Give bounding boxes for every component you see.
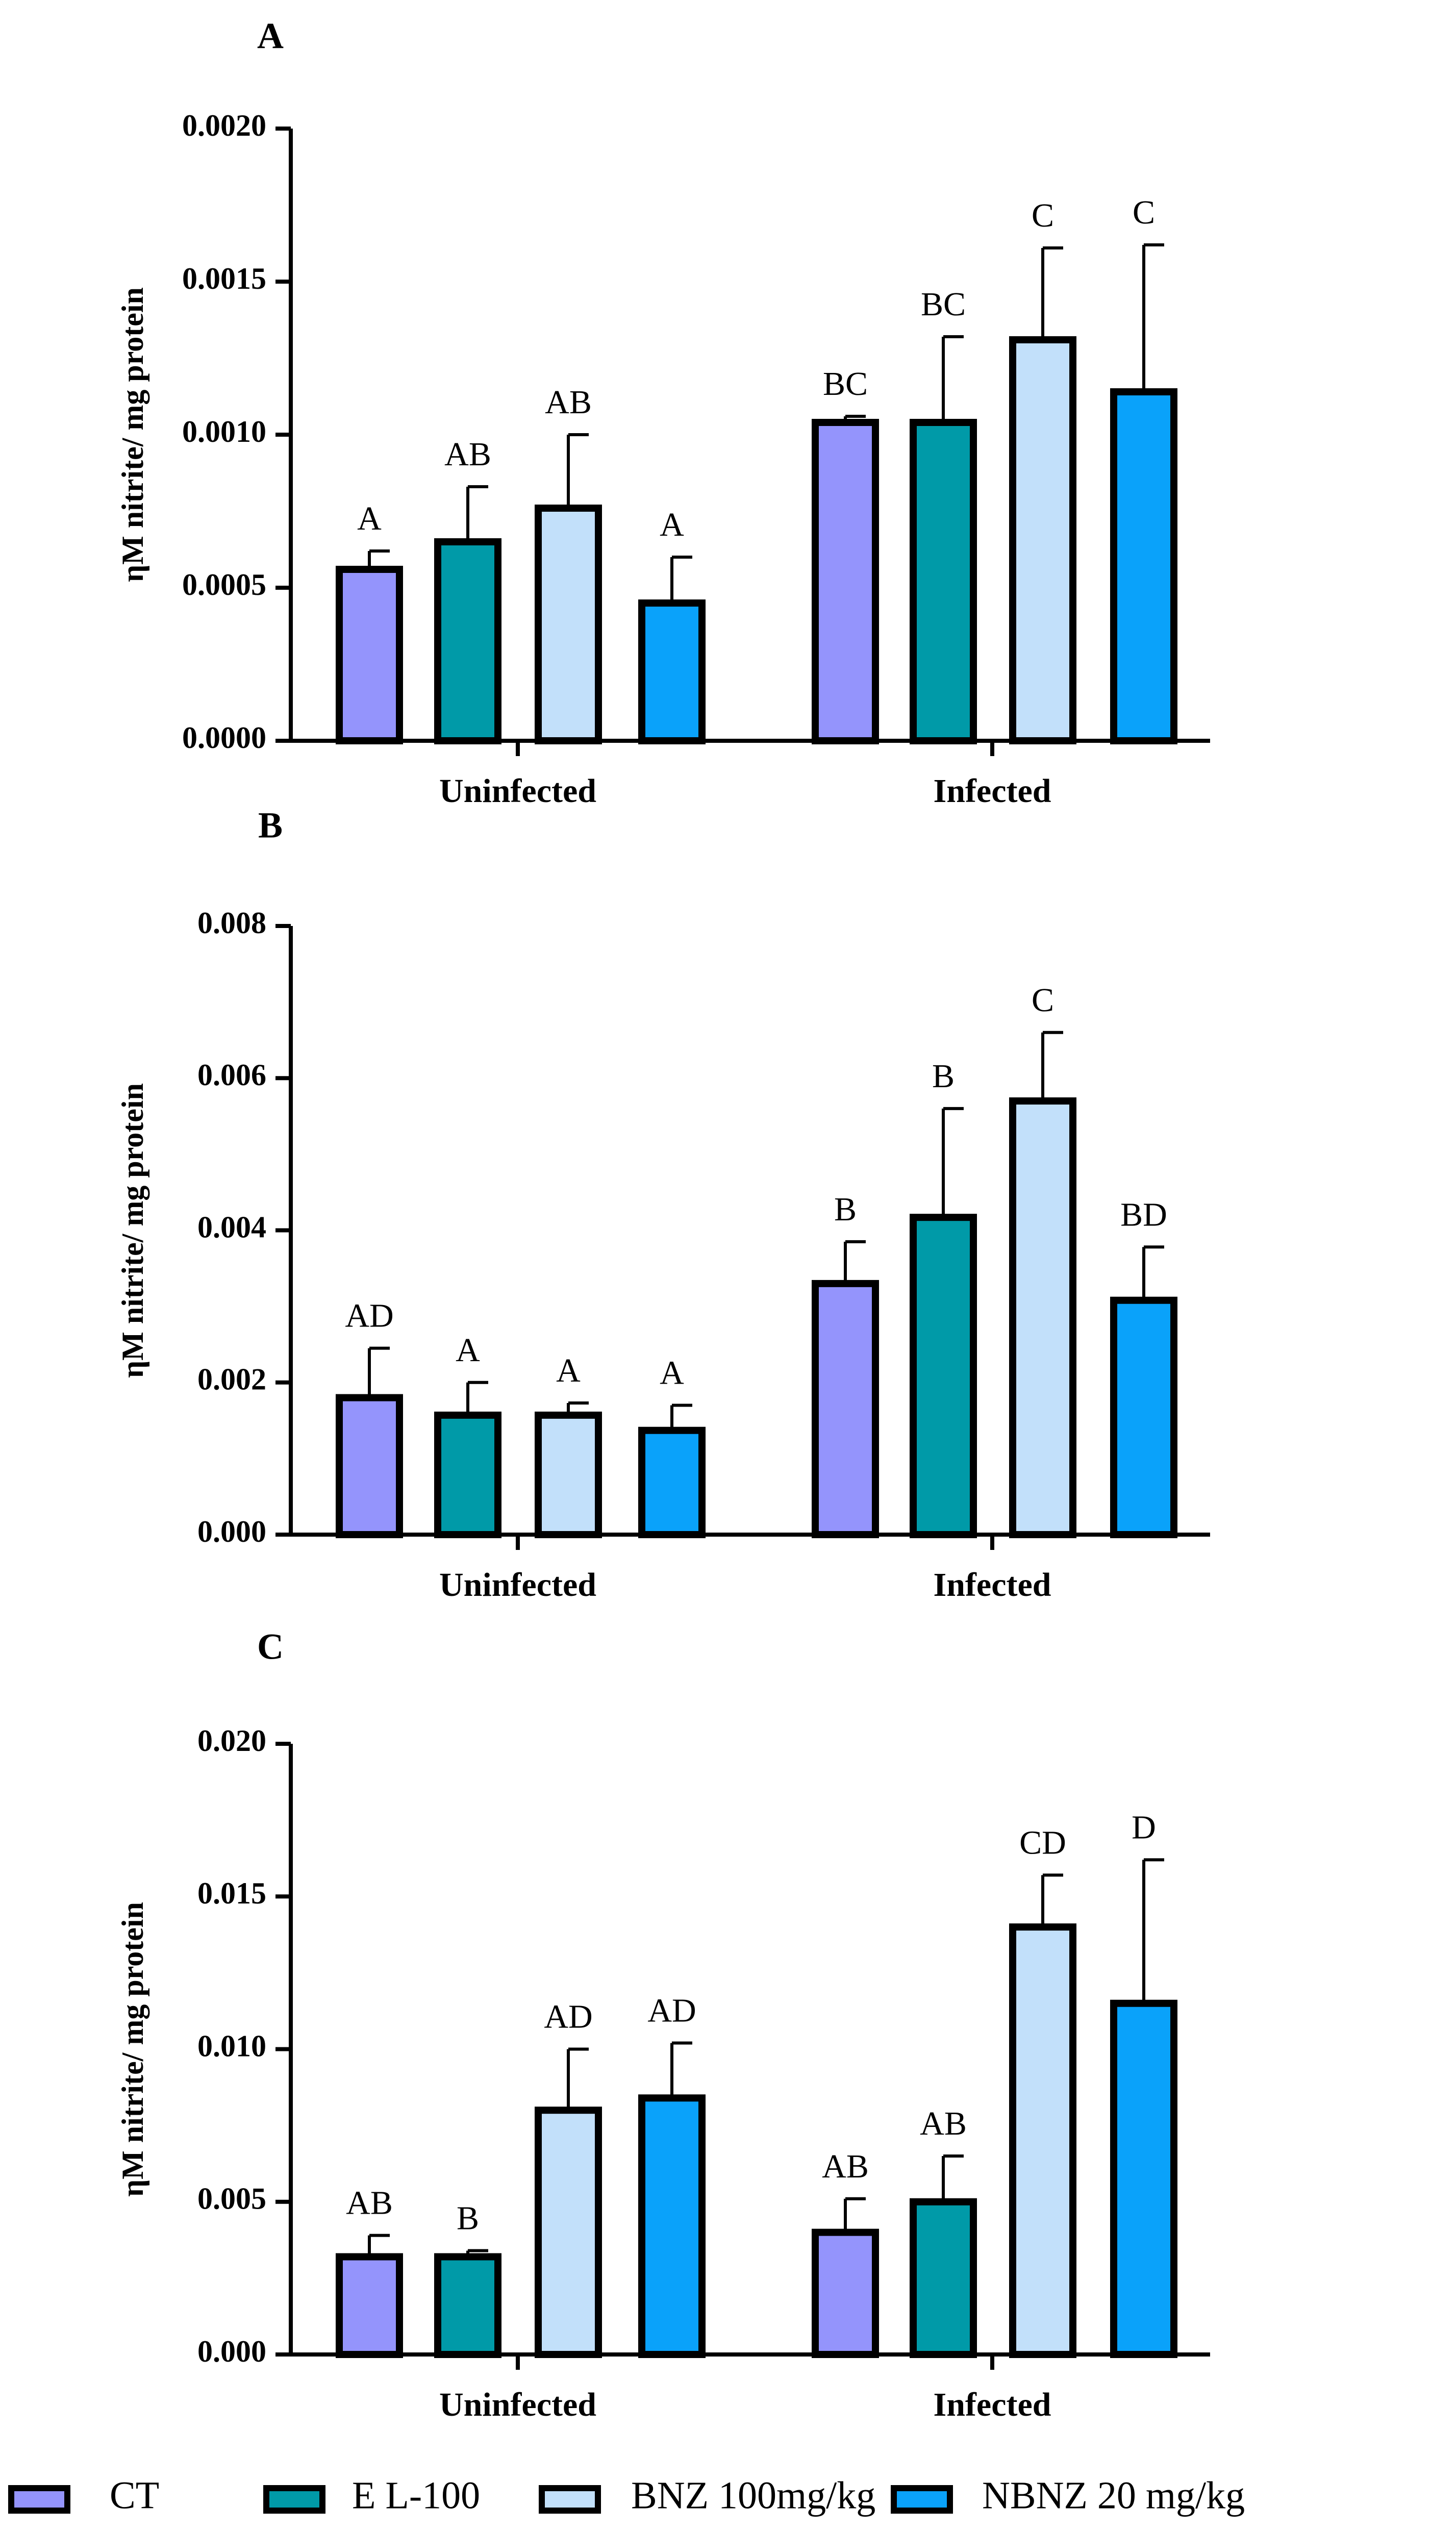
- legend-label: CT: [110, 2474, 159, 2517]
- significance-label: AB: [444, 436, 491, 473]
- bar-e-l-100-infected: [910, 419, 977, 744]
- significance-label: AD: [647, 1992, 696, 2029]
- y-tick-label: 0.015: [197, 1876, 266, 1910]
- y-tick-label: 0.004: [197, 1210, 266, 1244]
- y-tick-label: 0.0010: [182, 415, 266, 448]
- bar-bnz-100mg-kg-infected: [1009, 336, 1076, 744]
- panel-c-chart: CηM nitrite/ mg protein 0.000 0.005 0.010 0.…: [116, 1626, 1210, 2423]
- bar-nbnz-20-mg-kg-infected: [1110, 1999, 1177, 2359]
- significance-label: BC: [823, 365, 868, 403]
- legend-label: NBNZ 20 mg/kg: [982, 2474, 1245, 2517]
- significance-label: C: [1032, 197, 1054, 234]
- significance-label: AD: [544, 1998, 592, 2036]
- bar-e-l-100-uninfected: [434, 1411, 501, 1539]
- bar-nbnz-20-mg-kg-uninfected: [638, 2094, 706, 2358]
- legend-label: E L-100: [352, 2474, 480, 2517]
- significance-label: AB: [346, 2185, 393, 2222]
- significance-label: A: [660, 506, 684, 543]
- legend-swatch-ct: [8, 2485, 70, 2514]
- bar-e-l-100-uninfected: [434, 538, 501, 744]
- y-tick-label: 0.0005: [182, 568, 266, 602]
- y-tick-label: 0.005: [197, 2182, 266, 2216]
- significance-label: C: [1133, 194, 1155, 231]
- significance-label: BC: [921, 286, 966, 323]
- x-category-label: Uninfected: [439, 2386, 596, 2423]
- legend-swatch-e-l-100: [263, 2485, 325, 2514]
- bar-bnz-100mg-kg-infected: [1009, 1097, 1076, 1539]
- panel-b-chart: BηM nitrite/ mg protein 0.000 0.002 0.004 0.…: [116, 805, 1210, 1603]
- significance-label: CD: [1019, 1824, 1066, 1861]
- x-category-label: Infected: [934, 1566, 1051, 1603]
- y-tick-label: 0.010: [197, 2029, 266, 2063]
- bar-ct-infected: [812, 2228, 879, 2359]
- bar-bnz-100mg-kg-uninfected: [535, 505, 602, 744]
- bar-ct-infected: [812, 419, 879, 744]
- significance-label: A: [556, 1352, 581, 1389]
- y-tick-label: 0.0020: [182, 109, 266, 142]
- bar-nbnz-20-mg-kg-uninfected: [638, 599, 706, 744]
- legend-swatch-nbnz-20-mg-kg: [891, 2485, 953, 2514]
- bar-bnz-100mg-kg-uninfected: [535, 2107, 602, 2359]
- x-category-label: Uninfected: [439, 1566, 596, 1603]
- legend-label: BNZ 100mg/kg: [631, 2474, 875, 2517]
- bar-ct-uninfected: [336, 566, 403, 744]
- y-tick-label: 0.0015: [182, 262, 266, 295]
- significance-label: D: [1132, 1809, 1156, 1846]
- legend-swatch-bnz-100mg-kg: [539, 2485, 601, 2514]
- significance-label: AB: [545, 384, 592, 421]
- legend: CT E L-100 BNZ 100mg/kg NBNZ 20 mg/kg: [8, 2474, 1245, 2517]
- bar-ct-uninfected: [336, 1394, 403, 1538]
- panel-letter: C: [257, 1626, 284, 1667]
- bar-nbnz-20-mg-kg-infected: [1110, 388, 1177, 744]
- significance-label: B: [932, 1058, 955, 1095]
- significance-label: AB: [822, 2148, 869, 2185]
- bar-e-l-100-infected: [910, 2198, 977, 2358]
- y-axis-label: ηM nitrite/ mg protein: [116, 287, 149, 582]
- y-tick-label: 0.020: [197, 1724, 266, 1758]
- panel-letter: B: [258, 805, 283, 846]
- bar-ct-uninfected: [336, 2253, 403, 2358]
- y-tick-label: 0.008: [197, 906, 266, 940]
- significance-label: A: [660, 1354, 684, 1391]
- significance-label: C: [1032, 982, 1054, 1019]
- y-tick-label: 0.002: [197, 1363, 266, 1396]
- significance-label: A: [357, 500, 382, 537]
- significance-label: B: [834, 1191, 857, 1228]
- bar-e-l-100-infected: [910, 1214, 977, 1538]
- significance-label: A: [456, 1332, 480, 1369]
- bar-bnz-100mg-kg-infected: [1009, 1923, 1076, 2359]
- bar-ct-infected: [812, 1280, 879, 1538]
- y-tick-label: 0.006: [197, 1058, 266, 1092]
- x-category-label: Infected: [934, 772, 1051, 810]
- x-category-label: Infected: [934, 2386, 1051, 2423]
- panel-a-chart: AηM nitrite/ mg protein 0.0000 0.0005 0.001…: [116, 16, 1210, 810]
- y-tick-label: 0.0000: [182, 721, 266, 755]
- y-tick-label: 0.000: [197, 1515, 266, 1548]
- x-category-label: Uninfected: [439, 772, 596, 810]
- y-axis-label: ηM nitrite/ mg protein: [116, 1083, 149, 1378]
- y-axis-label: ηM nitrite/ mg protein: [116, 1902, 149, 2197]
- bar-nbnz-20-mg-kg-infected: [1110, 1296, 1177, 1539]
- significance-label: B: [457, 2200, 479, 2237]
- bar-nbnz-20-mg-kg-uninfected: [638, 1426, 706, 1538]
- significance-label: AB: [920, 2105, 967, 2142]
- y-tick-label: 0.000: [197, 2335, 266, 2368]
- significance-label: BD: [1120, 1196, 1167, 1233]
- bar-e-l-100-uninfected: [434, 2253, 501, 2358]
- bar-bnz-100mg-kg-uninfected: [535, 1411, 602, 1539]
- panel-letter: A: [257, 16, 284, 57]
- significance-label: AD: [345, 1297, 393, 1335]
